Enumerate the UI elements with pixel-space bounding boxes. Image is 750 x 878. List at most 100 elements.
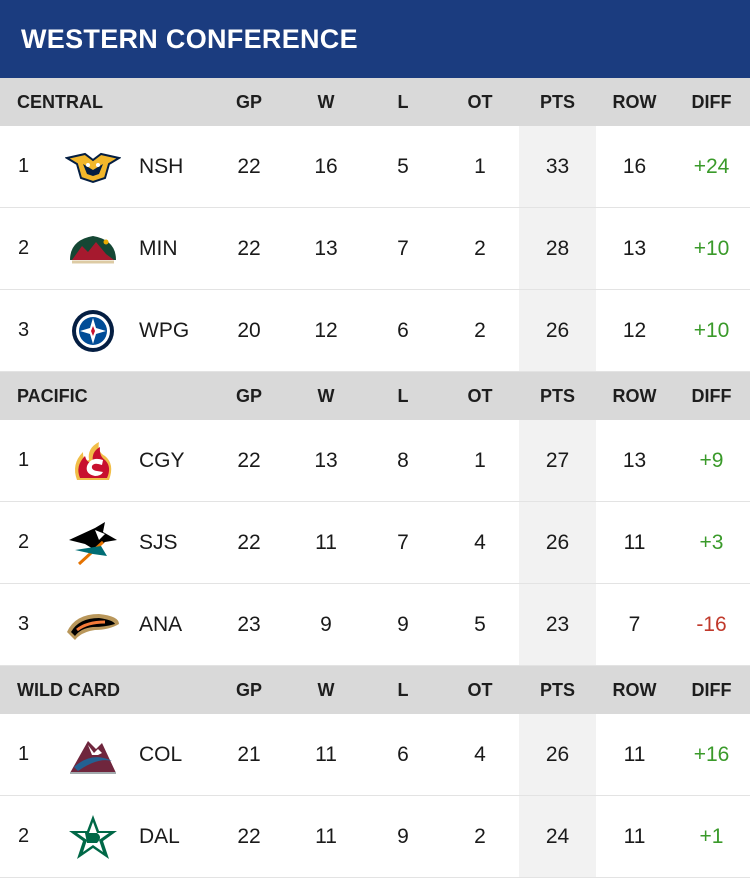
stat-pts: 33 bbox=[545, 154, 570, 178]
column-header-pts[interactable]: PTS bbox=[539, 385, 575, 406]
column-header-pts[interactable]: PTS bbox=[539, 679, 575, 700]
team-abbr[interactable]: CGY bbox=[139, 448, 185, 472]
division-header: WILD CARD GP W L OT PTS ROW DIFF bbox=[0, 666, 750, 714]
stat-gp: 22 bbox=[237, 154, 261, 178]
jets-logo bbox=[62, 290, 124, 371]
column-header-gp[interactable]: GP bbox=[235, 91, 262, 112]
page-title: WESTERN CONFERENCE bbox=[21, 23, 358, 54]
stat-w: 9 bbox=[320, 612, 332, 636]
pts-column-highlight bbox=[519, 584, 596, 665]
pts-column-highlight bbox=[519, 714, 596, 795]
pts-column-highlight bbox=[519, 502, 596, 583]
stat-pts: 27 bbox=[545, 448, 570, 472]
stat-w: 12 bbox=[314, 318, 338, 342]
stars-logo bbox=[62, 796, 124, 877]
division-header: CENTRAL GP W L OT PTS ROW DIFF bbox=[0, 78, 750, 126]
stat-pts: 26 bbox=[545, 530, 570, 554]
team-row[interactable]: 3 ANA 23 9 9 5 23 7 -16 bbox=[0, 584, 750, 666]
column-header-w[interactable]: W bbox=[317, 679, 335, 700]
column-header-w[interactable]: W bbox=[317, 385, 335, 406]
stat-row: 7 bbox=[628, 612, 641, 636]
column-header-ot[interactable]: OT bbox=[467, 385, 493, 406]
team-row[interactable]: 1 CGY 22 13 8 1 27 13 +9 bbox=[0, 420, 750, 502]
stat-row: 16 bbox=[622, 154, 647, 178]
column-header-diff[interactable]: DIFF bbox=[691, 385, 732, 406]
column-header-row[interactable]: ROW bbox=[612, 679, 657, 700]
stat-row: 11 bbox=[623, 530, 646, 554]
team-row[interactable]: 2 DAL 22 11 9 2 24 11 +1 bbox=[0, 796, 750, 878]
team-rank: 3 bbox=[18, 319, 30, 341]
stat-w: 11 bbox=[315, 742, 337, 766]
team-abbr[interactable]: ANA bbox=[139, 612, 183, 636]
team-row[interactable]: 2 MIN 22 13 7 2 28 13 +10 bbox=[0, 208, 750, 290]
column-header-ot[interactable]: OT bbox=[467, 679, 493, 700]
team-rank: 1 bbox=[18, 743, 30, 765]
stat-pts: 26 bbox=[545, 742, 570, 766]
column-header-gp[interactable]: GP bbox=[235, 385, 262, 406]
stat-l: 7 bbox=[397, 530, 409, 554]
stat-gp: 21 bbox=[237, 742, 261, 766]
stat-diff: +10 bbox=[693, 236, 730, 260]
column-header-l[interactable]: L bbox=[397, 385, 409, 406]
stat-pts: 28 bbox=[545, 236, 570, 260]
wild-logo bbox=[62, 208, 124, 289]
stat-gp: 22 bbox=[237, 530, 261, 554]
stat-w: 11 bbox=[315, 824, 337, 848]
standings-table: CENTRAL GP W L OT PTS ROW DIFF 1 NSH 22 16 5 1 33 16 +24… bbox=[0, 78, 750, 878]
team-abbr[interactable]: SJS bbox=[139, 530, 178, 554]
stat-diff: +1 bbox=[699, 824, 724, 848]
team-abbr[interactable]: DAL bbox=[139, 824, 180, 848]
column-header-gp[interactable]: GP bbox=[235, 679, 262, 700]
column-header-diff[interactable]: DIFF bbox=[691, 679, 732, 700]
stat-gp: 20 bbox=[237, 318, 261, 342]
stat-row: 13 bbox=[622, 236, 647, 260]
stat-gp: 22 bbox=[237, 236, 261, 260]
stat-pts: 24 bbox=[545, 824, 570, 848]
team-abbr[interactable]: WPG bbox=[139, 318, 190, 342]
stat-diff: +9 bbox=[699, 448, 724, 472]
stat-w: 16 bbox=[314, 154, 338, 178]
team-rank: 1 bbox=[18, 449, 30, 471]
stat-row: 11 bbox=[623, 742, 646, 766]
stat-gp: 22 bbox=[237, 824, 261, 848]
team-rank: 3 bbox=[18, 613, 30, 635]
team-abbr[interactable]: NSH bbox=[139, 154, 184, 178]
stat-ot: 2 bbox=[474, 824, 486, 848]
team-row[interactable]: 2 SJS 22 11 7 4 26 11 +3 bbox=[0, 502, 750, 584]
column-header-row[interactable]: ROW bbox=[612, 91, 657, 112]
flames-logo bbox=[62, 420, 124, 501]
column-header-w[interactable]: W bbox=[317, 91, 335, 112]
column-header-diff[interactable]: DIFF bbox=[691, 91, 732, 112]
stat-gp: 22 bbox=[237, 448, 261, 472]
stat-l: 8 bbox=[397, 448, 409, 472]
division-name: PACIFIC bbox=[17, 385, 88, 406]
stat-ot: 1 bbox=[474, 154, 486, 178]
stat-diff: +24 bbox=[693, 154, 730, 178]
stat-pts: 23 bbox=[545, 612, 570, 636]
team-row[interactable]: 3 WPG 20 12 6 2 26 12 +10 bbox=[0, 290, 750, 372]
stat-row: 12 bbox=[622, 318, 647, 342]
column-header-l[interactable]: L bbox=[397, 679, 409, 700]
stat-gp: 23 bbox=[237, 612, 261, 636]
pts-column-highlight bbox=[519, 420, 596, 501]
pts-column-highlight bbox=[519, 126, 596, 207]
column-header-pts[interactable]: PTS bbox=[539, 91, 575, 112]
team-abbr[interactable]: COL bbox=[139, 742, 183, 766]
stat-w: 11 bbox=[315, 530, 337, 554]
stat-diff: -16 bbox=[696, 612, 727, 636]
team-rank: 2 bbox=[18, 825, 30, 847]
stat-row: 13 bbox=[622, 448, 647, 472]
stat-row: 11 bbox=[623, 824, 646, 848]
team-rank: 2 bbox=[18, 237, 30, 259]
stat-l: 9 bbox=[397, 612, 409, 636]
division-name: CENTRAL bbox=[17, 91, 103, 112]
column-header-ot[interactable]: OT bbox=[467, 91, 493, 112]
column-header-row[interactable]: ROW bbox=[612, 385, 657, 406]
column-header-l[interactable]: L bbox=[397, 91, 409, 112]
sharks-logo bbox=[62, 502, 124, 583]
team-row[interactable]: 1 COL 21 11 6 4 26 11 +16 bbox=[0, 714, 750, 796]
team-abbr[interactable]: MIN bbox=[139, 236, 178, 260]
team-row[interactable]: 1 NSH 22 16 5 1 33 16 +24 bbox=[0, 126, 750, 208]
stat-w: 13 bbox=[314, 448, 338, 472]
avalanche-logo bbox=[62, 714, 124, 795]
